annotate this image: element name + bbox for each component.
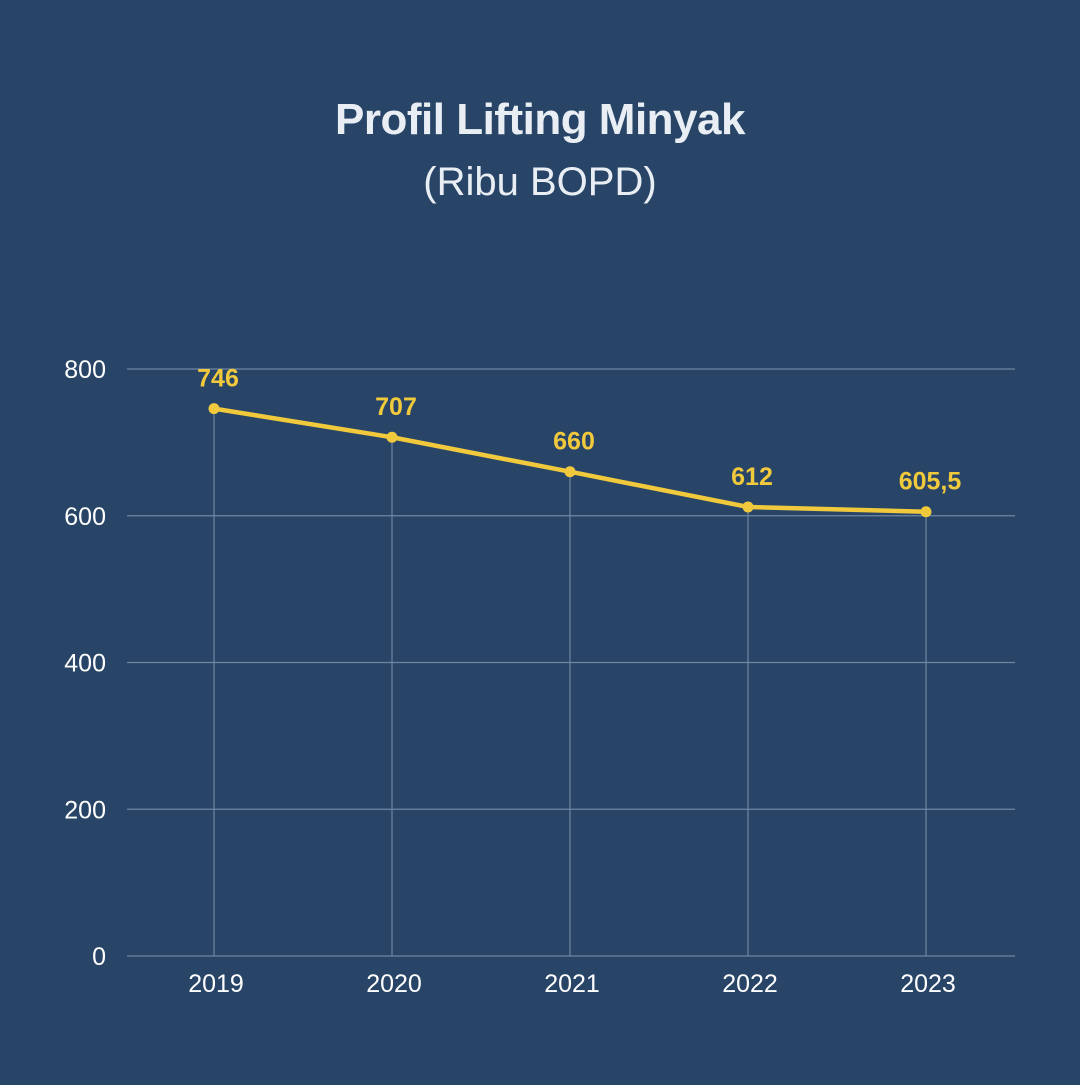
- data-label: 612: [731, 463, 773, 491]
- x-tick-label: 2019: [188, 970, 244, 998]
- y-tick-label: 600: [64, 503, 106, 531]
- x-tick-label: 2020: [366, 970, 422, 998]
- grid-layer: [127, 368, 1015, 957]
- y-axis: 0 200 400 600 800: [64, 356, 106, 971]
- data-point: [564, 466, 576, 478]
- data-label: 660: [553, 428, 595, 456]
- x-tick-label: 2023: [900, 970, 956, 998]
- x-tick-label: 2021: [544, 970, 600, 998]
- y-tick-label: 400: [64, 650, 106, 678]
- data-label: 707: [375, 393, 417, 421]
- data-point: [208, 403, 220, 415]
- y-tick-label: 800: [64, 356, 106, 384]
- data-point: [386, 431, 398, 443]
- chart-subtitle: (Ribu BOPD): [423, 160, 657, 204]
- data-label: 605,5: [899, 468, 962, 496]
- y-tick-label: 0: [92, 943, 106, 971]
- x-tick-label: 2022: [722, 970, 778, 998]
- point-layer: [208, 403, 932, 518]
- y-tick-label: 200: [64, 796, 106, 824]
- chart-title: Profil Lifting Minyak: [335, 95, 745, 144]
- x-axis: 2019 2020 2021 2022 2023: [188, 970, 956, 998]
- data-label-layer: 746 707 660 612 605,5: [197, 365, 961, 496]
- data-point: [742, 501, 754, 513]
- data-point: [920, 506, 932, 518]
- data-label: 746: [197, 365, 239, 393]
